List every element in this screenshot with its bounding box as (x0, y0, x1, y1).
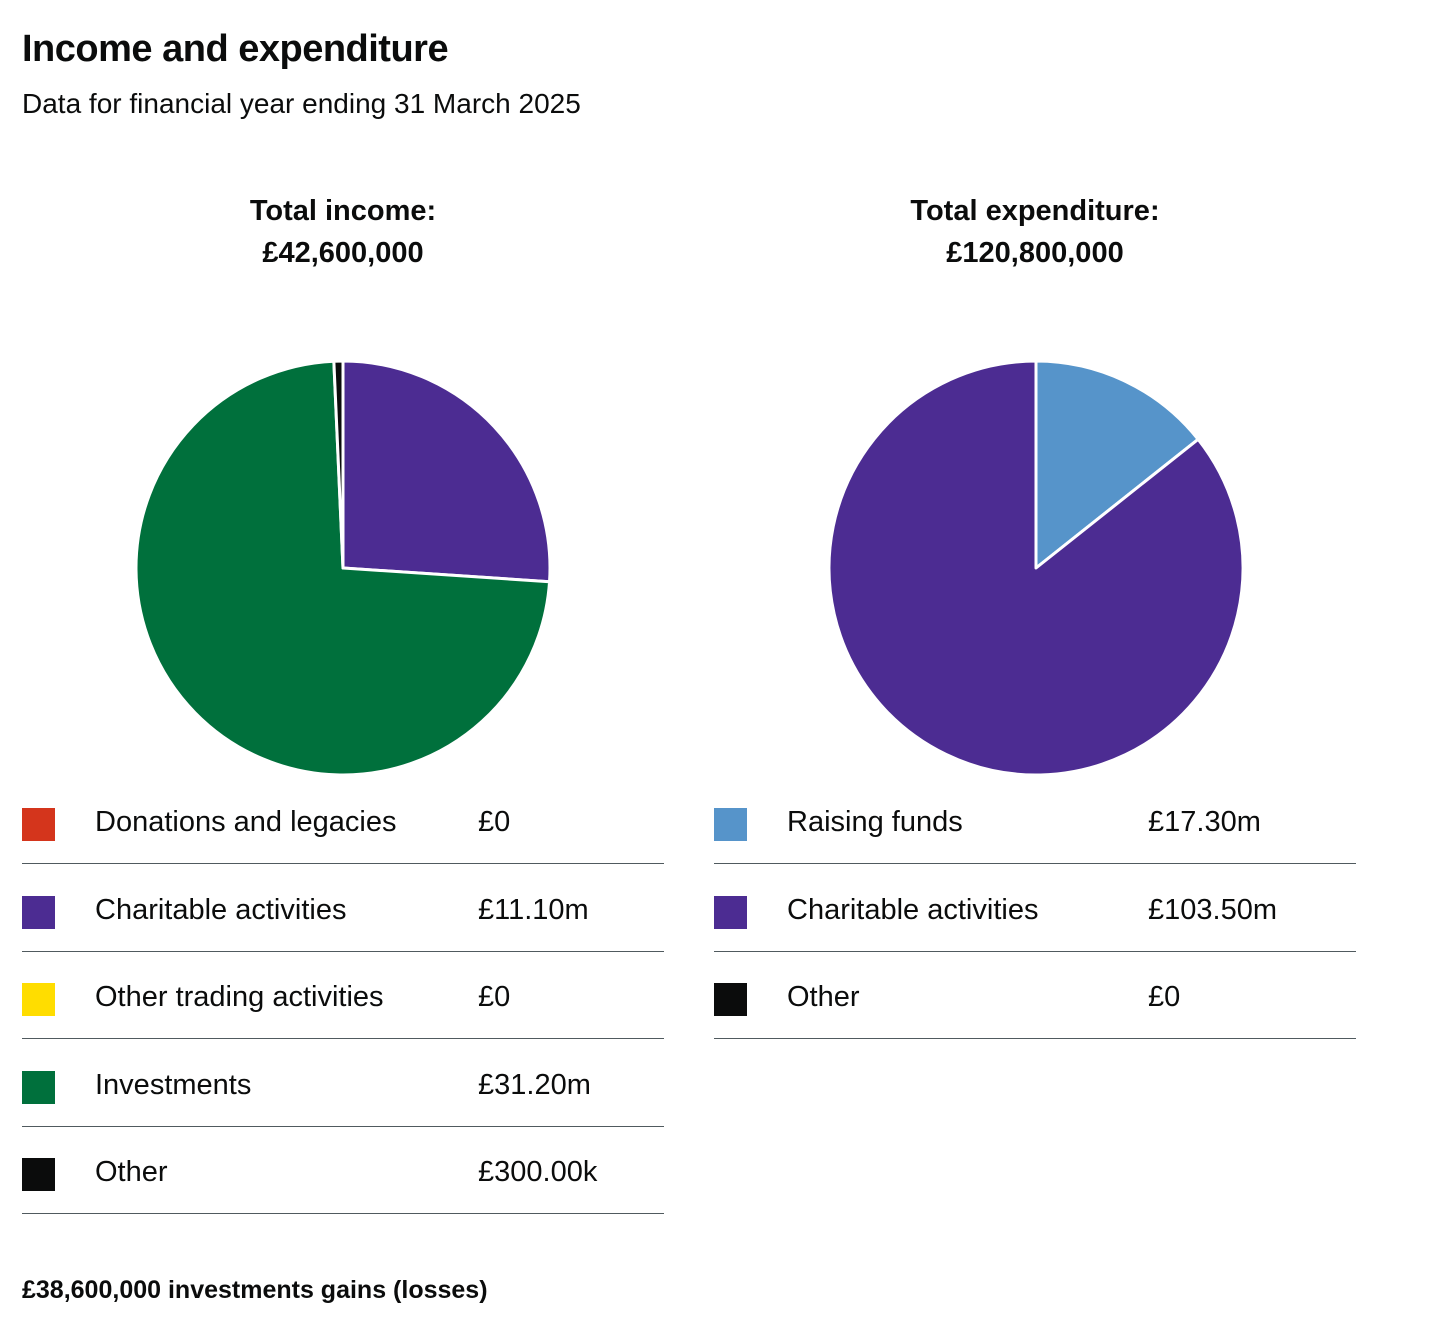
legend-value: £31.20m (478, 1068, 591, 1101)
income-legend-row-investments: Investments £31.20m (22, 1041, 664, 1127)
legend-label: Charitable activities (95, 893, 347, 926)
income-legend-row-donations-and-legacies: Donations and legacies £0 (22, 778, 664, 864)
legend-swatch (714, 895, 747, 929)
expenditure-pie-chart (828, 360, 1244, 776)
income-legend-row-other-trading-activities: Other trading activities £0 (22, 953, 664, 1039)
legend-label: Other (95, 1156, 168, 1188)
legend-swatch (22, 895, 55, 929)
legend-swatch (22, 1070, 55, 1104)
legend-value: £300.00k (478, 1156, 598, 1188)
legend-swatch (714, 808, 747, 841)
income-slice-other (332, 360, 345, 570)
legend-label: Investments (95, 1068, 252, 1101)
legend-value: £17.30m (1148, 806, 1261, 838)
legend-value: £0 (1148, 981, 1181, 1013)
investment-gains-note: £38,600,000 investments gains (losses) (22, 1276, 488, 1304)
legend-swatch (22, 1158, 55, 1191)
income-legend: Donations and legacies £0 Charitable activ… (22, 778, 664, 1216)
income-pie-title: Total income: £42,600,000 (22, 190, 664, 274)
page-title: Income and expenditure (22, 28, 449, 70)
legend-swatch (22, 983, 55, 1016)
income-pie-chart (135, 360, 551, 776)
income-legend-row-other: Other £300.00k (22, 1128, 664, 1214)
expenditure-pie-title: Total expenditure: £120,800,000 (714, 190, 1356, 274)
income-pie-title-total: £42,600,000 (262, 237, 424, 269)
legend-swatch (22, 808, 55, 841)
expenditure-legend-row-charitable-activities: Charitable activities £103.50m (714, 866, 1356, 952)
legend-label: Donations and legacies (95, 806, 397, 838)
expenditure-legend: Raising funds £17.30m Charitable activitie… (714, 778, 1356, 1041)
expenditure-slice-charitable-activities (828, 360, 1244, 776)
legend-value: £0 (478, 806, 511, 838)
legend-value: £103.50m (1148, 893, 1277, 926)
page-subtitle: Data for financial year ending 31 March … (22, 88, 581, 119)
expenditure-pie-title-line1: Total expenditure: (910, 195, 1160, 227)
legend-label: Raising funds (787, 806, 963, 838)
legend-label: Other (787, 981, 860, 1013)
expenditure-legend-row-other: Other £0 (714, 953, 1356, 1039)
legend-value: £11.10m (478, 893, 589, 926)
income-pie-title-line1: Total income: (249, 195, 437, 227)
legend-swatch (714, 983, 747, 1016)
expenditure-slice-raising-funds (1034, 360, 1200, 570)
income-legend-row-charitable-activities: Charitable activities £11.10m (22, 866, 664, 952)
expenditure-pie-title-total: £120,800,000 (946, 237, 1124, 269)
legend-label: Charitable activities (787, 893, 1039, 926)
expenditure-legend-row-raising-funds: Raising funds £17.30m (714, 778, 1356, 864)
legend-value: £0 (478, 981, 511, 1013)
legend-label: Other trading activities (95, 981, 384, 1013)
income-slice-charitable-activities (341, 360, 551, 584)
